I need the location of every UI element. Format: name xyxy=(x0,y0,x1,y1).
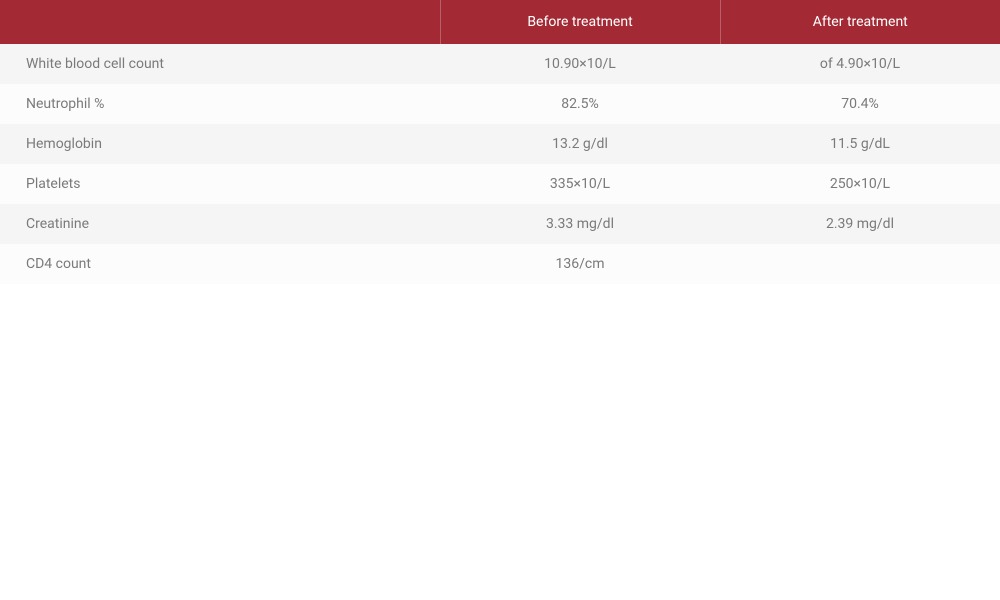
table-row: Hemoglobin 13.2 g/dl 11.5 g/dL xyxy=(0,124,1000,164)
col-header-after: After treatment xyxy=(720,0,1000,44)
table-header-row: Before treatment After treatment xyxy=(0,0,1000,44)
row-after: 11.5 g/dL xyxy=(720,124,1000,164)
row-label: White blood cell count xyxy=(0,44,440,84)
col-header-param xyxy=(0,0,440,44)
row-after xyxy=(720,244,1000,284)
lab-results-table: Before treatment After treatment White b… xyxy=(0,0,1000,284)
table-row: Creatinine 3.33 mg/dl 2.39 mg/dl xyxy=(0,204,1000,244)
row-label: Neutrophil % xyxy=(0,84,440,124)
row-after: of 4.90×10/L xyxy=(720,44,1000,84)
row-before: 136/cm xyxy=(440,244,720,284)
row-before: 13.2 g/dl xyxy=(440,124,720,164)
row-after: 2.39 mg/dl xyxy=(720,204,1000,244)
row-before: 82.5% xyxy=(440,84,720,124)
table-row: White blood cell count 10.90×10/L of 4.9… xyxy=(0,44,1000,84)
row-before: 3.33 mg/dl xyxy=(440,204,720,244)
table-row: CD4 count 136/cm xyxy=(0,244,1000,284)
data-table: Before treatment After treatment White b… xyxy=(0,0,1000,284)
row-after: 70.4% xyxy=(720,84,1000,124)
row-label: Creatinine xyxy=(0,204,440,244)
row-before: 335×10/L xyxy=(440,164,720,204)
row-after: 250×10/L xyxy=(720,164,1000,204)
table-row: Neutrophil % 82.5% 70.4% xyxy=(0,84,1000,124)
row-before: 10.90×10/L xyxy=(440,44,720,84)
row-label: Platelets xyxy=(0,164,440,204)
table-row: Platelets 335×10/L 250×10/L xyxy=(0,164,1000,204)
row-label: CD4 count xyxy=(0,244,440,284)
row-label: Hemoglobin xyxy=(0,124,440,164)
col-header-before: Before treatment xyxy=(440,0,720,44)
